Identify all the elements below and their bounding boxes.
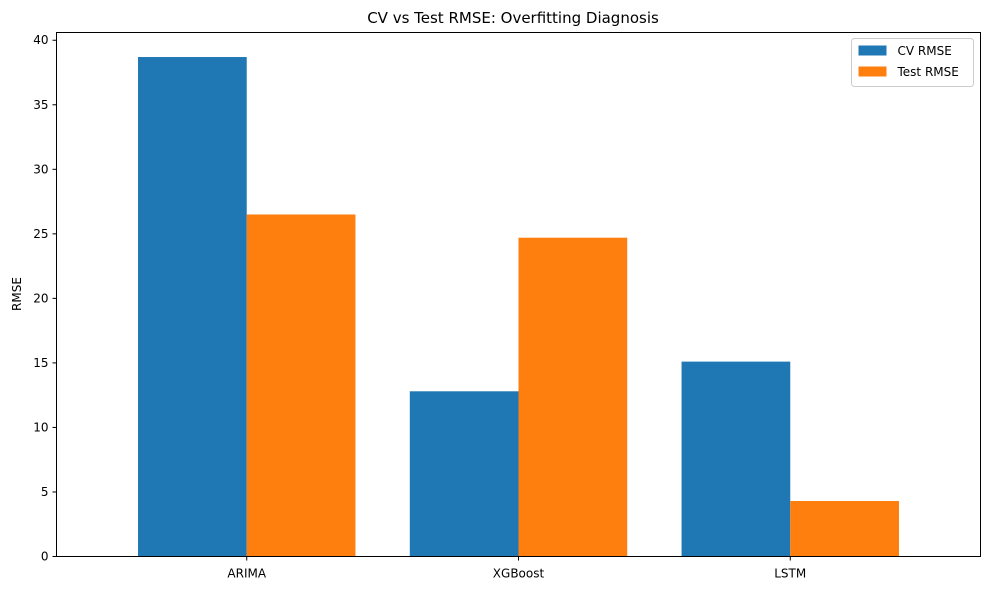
legend: CV RMSE Test RMSE [851, 38, 974, 87]
legend-label: Test RMSE [897, 65, 959, 79]
y-tick-label: 30 [33, 162, 48, 176]
y-tick-label: 25 [33, 227, 48, 241]
bar-arima-cv [138, 57, 247, 557]
y-tick-label: 40 [33, 33, 48, 47]
bar-xgboost-cv [409, 391, 519, 557]
y-tick-label: 20 [33, 291, 48, 305]
y-tick-label: 35 [33, 98, 48, 112]
chart-title: CV vs Test RMSE: Overfitting Diagnosis [367, 9, 659, 27]
bar-arima-test [246, 214, 356, 557]
legend-swatch [858, 66, 887, 77]
plot-frame [56, 32, 981, 557]
y-tick-label: 5 [41, 485, 49, 499]
y-axis: 0 5 10 15 20 25 30 35 40 [33, 33, 57, 564]
bar-lstm-test [790, 501, 899, 557]
bars-group [138, 57, 899, 557]
y-tick-label: 0 [41, 550, 49, 564]
x-axis: ARIMA XGBoost LSTM [227, 556, 806, 581]
legend-swatch [858, 45, 887, 56]
x-tick-label: ARIMA [227, 567, 266, 581]
bar-xgboost-test [518, 237, 628, 557]
bar-lstm-cv [681, 361, 791, 557]
y-axis-title: RMSE [10, 277, 24, 311]
y-tick-label: 15 [33, 356, 48, 370]
x-tick-label: XGBoost [493, 567, 545, 581]
x-tick-label: LSTM [774, 567, 806, 581]
y-tick-label: 10 [33, 420, 48, 434]
legend-label: CV RMSE [898, 44, 952, 58]
